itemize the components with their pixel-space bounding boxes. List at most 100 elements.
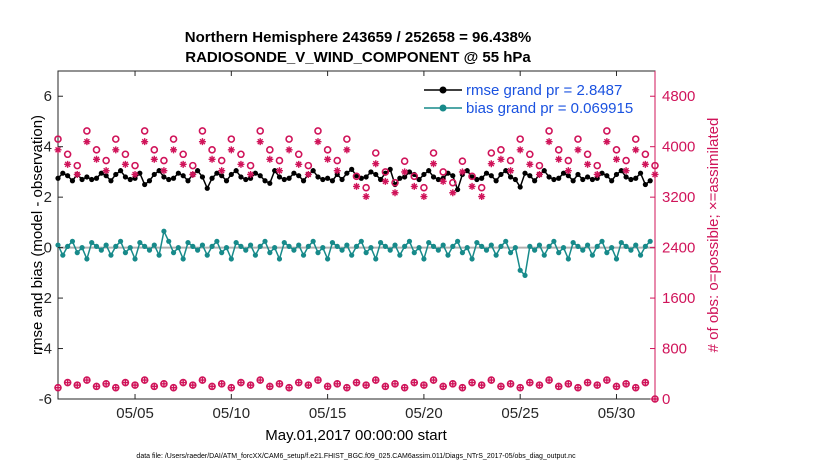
possible-obs-point [111, 135, 120, 143]
rmse-point [344, 170, 350, 176]
rmse-point [281, 176, 287, 183]
bias-point [589, 252, 596, 258]
y-tick-label: 4 [44, 139, 52, 156]
bias-point [507, 250, 514, 256]
possible-obs-point [73, 161, 82, 170]
assimilated-obs-point [487, 160, 495, 168]
assimilated-obs-point [603, 138, 611, 146]
bias-point [493, 252, 499, 258]
possible-obs-point [140, 127, 149, 135]
possible-obs-point [227, 135, 236, 143]
y-tick-label: 2 [44, 189, 52, 206]
low-assimilated-obs-point [593, 381, 601, 389]
low-assimilated-obs-point [121, 379, 129, 387]
possible-obs-point [189, 161, 197, 170]
data-file-footer: data file: /Users/raeder/DAI/ATM_forcXX/… [136, 453, 576, 460]
possible-obs-point [458, 157, 467, 165]
rmse-point [522, 170, 528, 176]
rmse-point [556, 175, 562, 181]
bias-point [406, 238, 413, 244]
bias-point [281, 239, 287, 246]
axis-layer: 05/05 05/10 05/15 05/20 05/25 05/30 -6 -4 -2 0 2 4 6… [39, 71, 695, 422]
rmse-point [170, 175, 177, 181]
assimilated-obs-point [516, 146, 524, 154]
rmse-point [512, 176, 518, 183]
possible-obs-point [150, 146, 159, 154]
rmse-point [334, 171, 340, 178]
assimilated-obs-point [478, 193, 486, 201]
rmse-point [599, 170, 605, 176]
assimilated-obs-point [574, 146, 582, 154]
low-assimilated-obs-point [160, 380, 168, 388]
bias-point [402, 243, 408, 249]
assimilated-obs-point [218, 167, 226, 175]
bias-point [219, 250, 225, 256]
bias-point [435, 247, 441, 253]
possible-obs-point [121, 150, 130, 159]
possible-obs-point [208, 146, 216, 154]
possible-obs-point [593, 161, 602, 170]
bias-point [560, 245, 567, 251]
possible-obs-point [622, 156, 630, 165]
low-assimilated-obs-point [93, 382, 101, 390]
possible-obs-point [285, 135, 293, 143]
rmse-point [580, 176, 586, 183]
bias-point [584, 242, 591, 248]
plot-area [57, 70, 656, 400]
possible-obs-point [400, 157, 409, 165]
bias-point [315, 250, 321, 256]
possible-obs-point [420, 183, 428, 192]
x-axis-label: May.01,2017 00:00:00 start [265, 427, 447, 444]
bias-point [257, 243, 263, 249]
rmse-point [79, 176, 85, 183]
possible-obs-point [246, 161, 255, 170]
rmse-point [637, 170, 644, 176]
bias-point [546, 243, 552, 249]
y-tick-label: -4 [39, 341, 52, 358]
rmse-point [310, 168, 316, 174]
low-assimilated-obs-point [555, 382, 563, 390]
assimilated-obs-point [430, 160, 438, 168]
rmse-point [474, 176, 480, 183]
possible-obs-point [352, 172, 361, 181]
bias-point [65, 243, 71, 249]
y2-tick-label: 4800 [662, 88, 695, 105]
bias-point [98, 247, 104, 253]
assimilated-obs-point [343, 146, 351, 154]
low-assimilated-obs-point [304, 381, 312, 389]
rmse-point [300, 178, 307, 184]
bias-point [146, 247, 153, 253]
rmse-point [329, 178, 336, 184]
possible-obs-point [169, 135, 178, 143]
possible-obs-point [333, 156, 342, 165]
rmse-point [565, 173, 571, 179]
y-tick-label: -2 [39, 290, 52, 307]
low-assimilated-obs-point [391, 380, 399, 388]
rmse-point [377, 176, 384, 183]
bias-point [103, 242, 109, 248]
assimilated-obs-point [93, 155, 101, 163]
possible-obs-point [92, 146, 101, 154]
bias-point [623, 243, 629, 249]
bias-point [334, 243, 340, 249]
bias-point [498, 243, 504, 249]
rmse-point [604, 173, 610, 179]
assimilated-obs-point [64, 160, 72, 168]
rmse-point [430, 174, 437, 180]
rmse-point [161, 174, 167, 180]
low-assimilated-obs-point [401, 384, 409, 392]
assimilated-obs-point [439, 177, 447, 185]
rmse-point [594, 175, 600, 181]
assimilated-obs-point [170, 146, 178, 154]
possible-obs-point [198, 127, 207, 135]
assimilated-obs-point [526, 160, 534, 168]
assimilated-obs-point [449, 189, 457, 197]
assimilated-obs-point [584, 160, 592, 168]
legend-bias-marker [439, 104, 447, 112]
y2-axis-label: # of obs: o=possible; ×=assimilated [705, 118, 722, 353]
bias-point [127, 245, 133, 251]
rmse-point [60, 170, 66, 176]
bias-point [637, 252, 644, 258]
bias-point [93, 243, 100, 249]
possible-obs-point [294, 150, 303, 159]
